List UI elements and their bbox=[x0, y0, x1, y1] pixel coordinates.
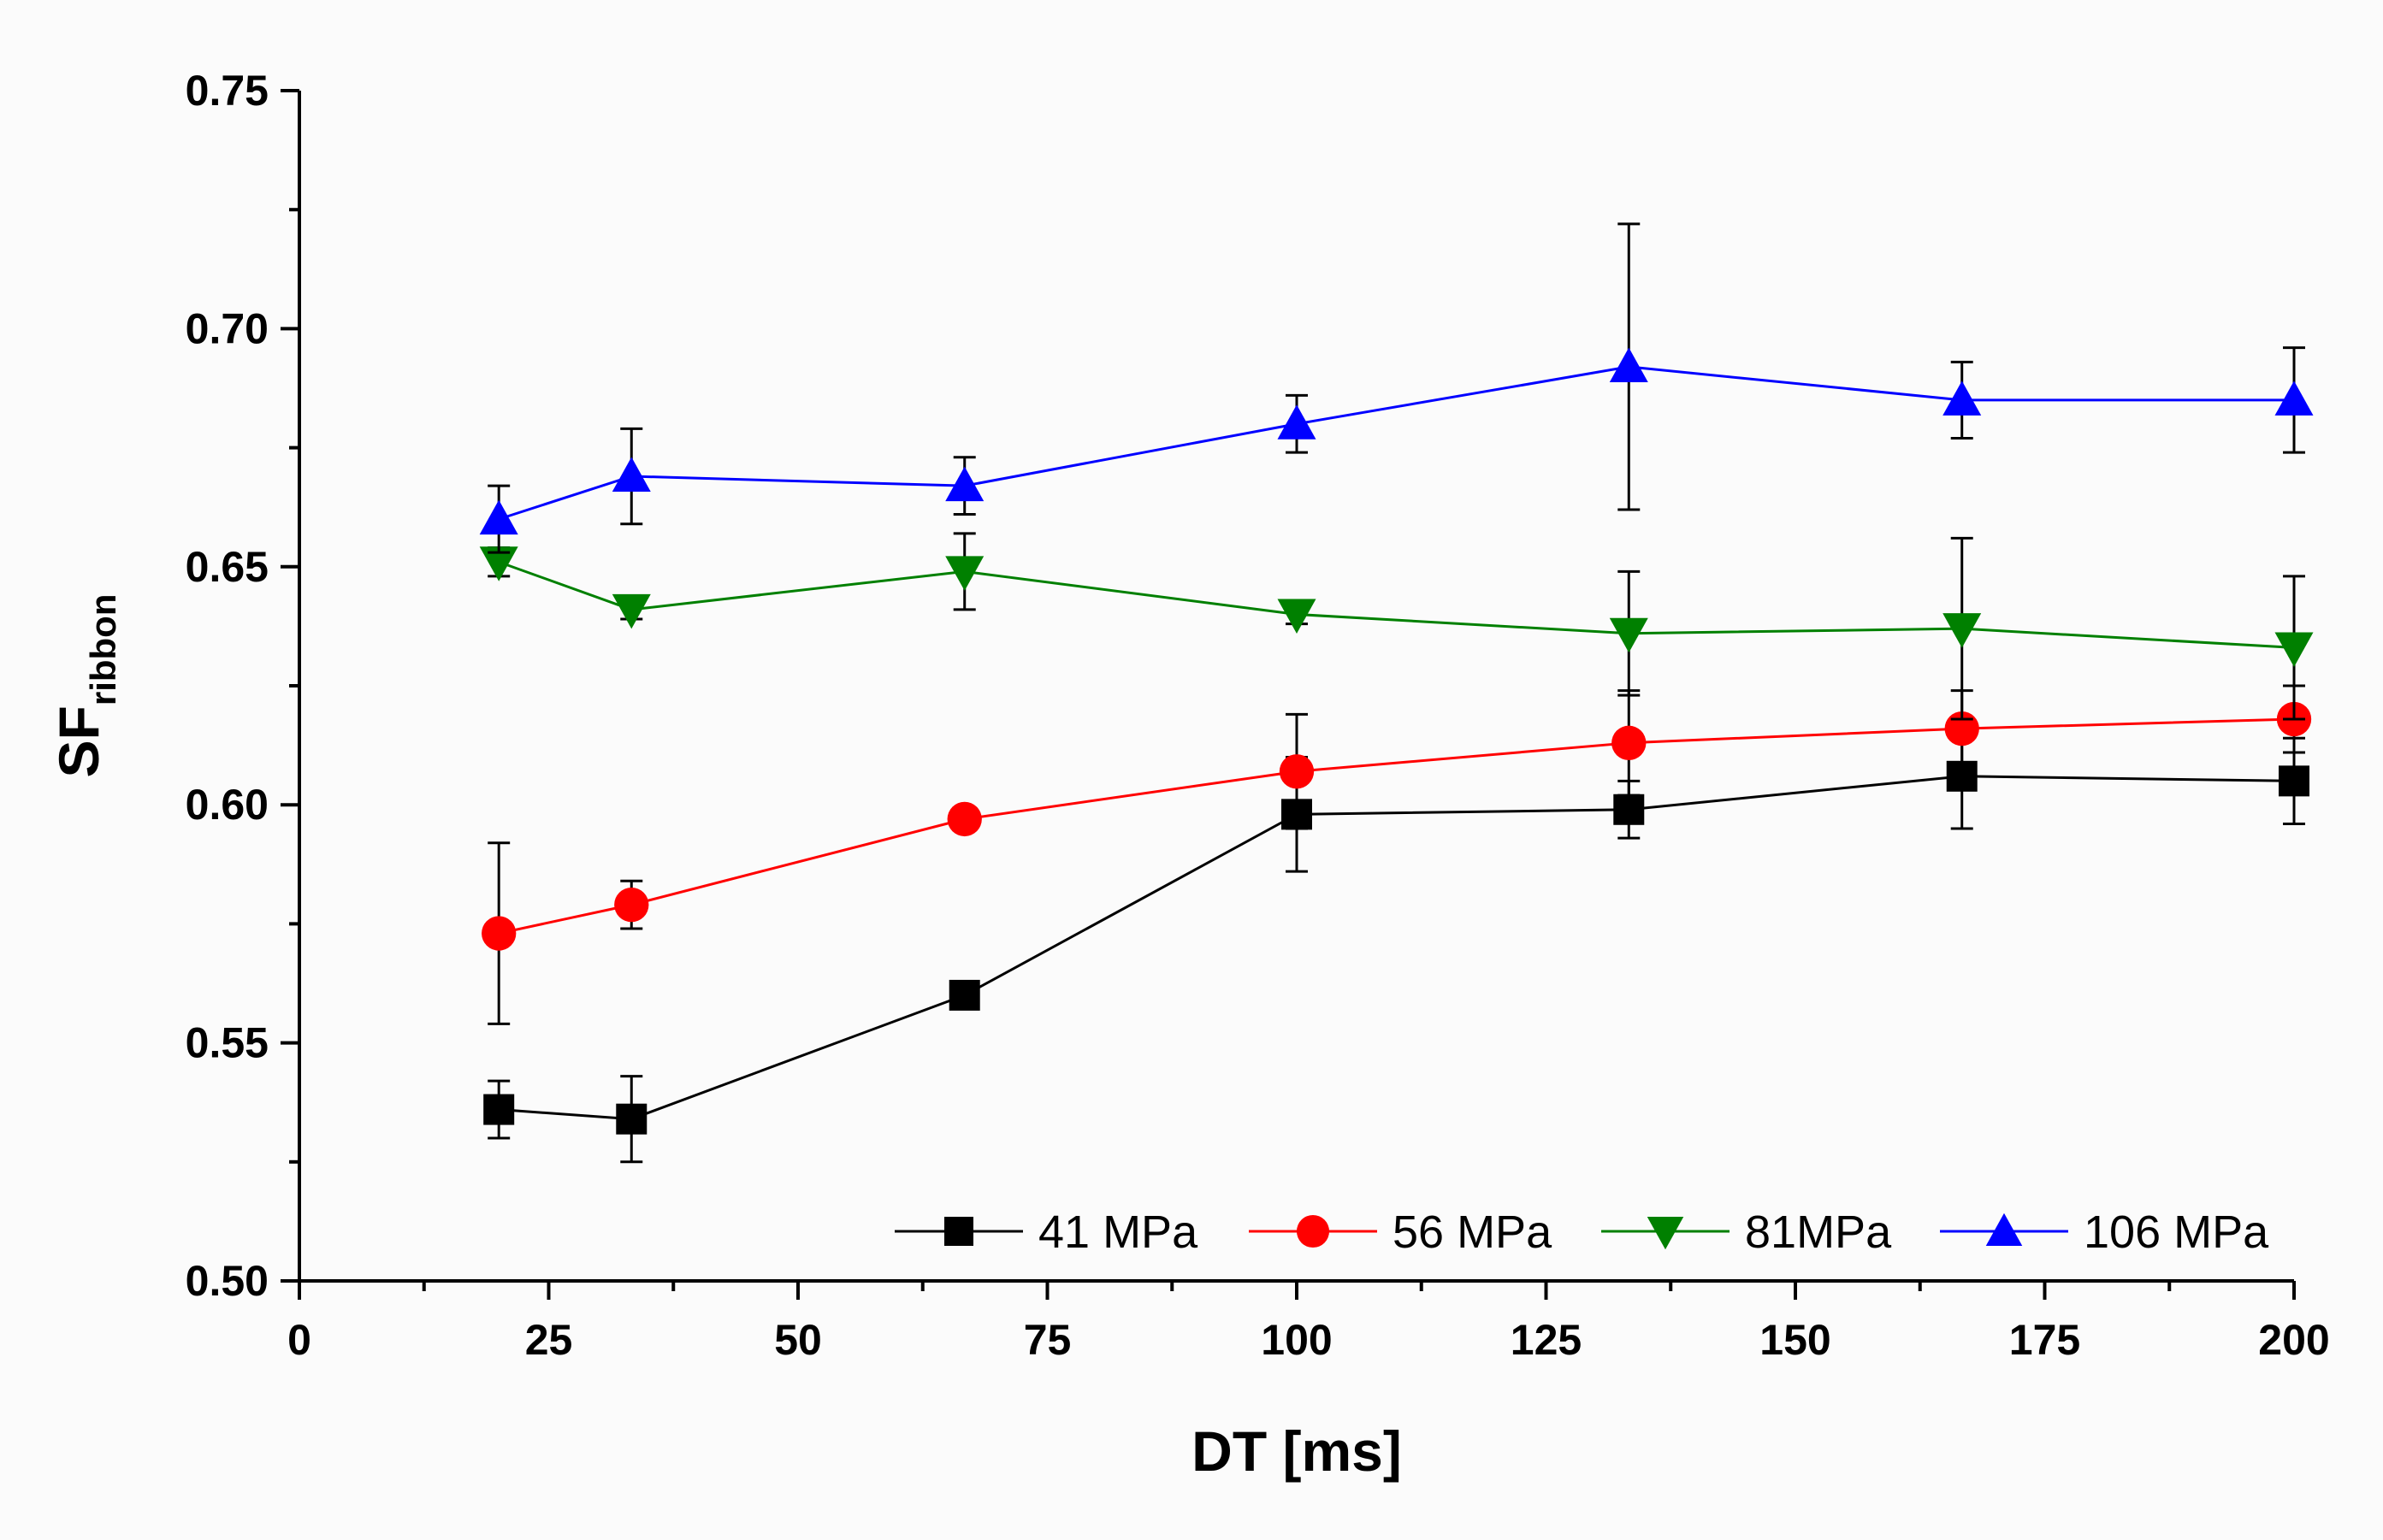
y-tick-label: 0.65 bbox=[186, 543, 269, 591]
x-tick-label: 50 bbox=[774, 1316, 822, 1364]
data-point bbox=[945, 466, 985, 502]
series-line bbox=[498, 365, 2294, 521]
x-tick-label: 25 bbox=[525, 1316, 573, 1364]
legend: 41 MPa 56 MPa 81MPa 106 MPa bbox=[895, 1207, 2269, 1258]
y-tick-label: 0.50 bbox=[186, 1257, 269, 1305]
x-axis-title: DT [ms] bbox=[1192, 1419, 1402, 1483]
legend-label: 41 MPa bbox=[1038, 1207, 1198, 1258]
y-tick-label: 0.75 bbox=[186, 67, 269, 115]
series-line bbox=[499, 775, 2295, 1121]
y-axis-title: SFribbon bbox=[47, 594, 123, 778]
y-tick-label: 0.55 bbox=[186, 1019, 269, 1067]
legend-marker bbox=[1647, 1217, 1684, 1250]
legend-item-2: 81MPa bbox=[1601, 1207, 1892, 1258]
data-point bbox=[614, 887, 649, 923]
data-point bbox=[1277, 404, 1316, 440]
x-tick-label: 200 bbox=[2258, 1316, 2329, 1364]
data-point bbox=[1613, 794, 1645, 825]
legend-item-0: 41 MPa bbox=[895, 1207, 1198, 1258]
legend-label: 56 MPa bbox=[1393, 1207, 1552, 1258]
x-tick-label: 175 bbox=[2009, 1316, 2080, 1364]
data-marks bbox=[479, 222, 2314, 1164]
data-point bbox=[947, 801, 982, 837]
x-tick-label: 125 bbox=[1511, 1316, 1582, 1364]
legend-marker bbox=[944, 1217, 973, 1246]
legend-marker bbox=[1296, 1214, 1330, 1248]
series-line bbox=[498, 560, 2295, 649]
x-tick-label: 0 bbox=[287, 1316, 311, 1364]
data-point bbox=[2274, 381, 2314, 416]
legend-label: 81MPa bbox=[1745, 1207, 1892, 1258]
y-tick-label: 0.70 bbox=[186, 304, 269, 352]
data-point bbox=[949, 979, 980, 1011]
data-point bbox=[479, 499, 518, 535]
legend-item-1: 56 MPa bbox=[1249, 1207, 1552, 1258]
data-point bbox=[483, 1094, 515, 1125]
series-2 bbox=[479, 532, 2314, 721]
series-line bbox=[498, 717, 2295, 935]
x-tick-label: 100 bbox=[1261, 1316, 1332, 1364]
data-point bbox=[1279, 754, 1315, 789]
data-point bbox=[1611, 725, 1647, 760]
data-point bbox=[612, 457, 651, 493]
legend-label: 106 MPa bbox=[2084, 1207, 2269, 1258]
data-point bbox=[612, 593, 651, 629]
x-tick-label: 150 bbox=[1759, 1316, 1830, 1364]
y-tick-label: 0.60 bbox=[186, 781, 269, 829]
data-point bbox=[1609, 347, 1648, 382]
legend-item-3: 106 MPa bbox=[1940, 1207, 2269, 1258]
data-point bbox=[945, 556, 985, 591]
data-point bbox=[2274, 632, 2314, 667]
data-point bbox=[1942, 381, 1982, 416]
data-point bbox=[1942, 613, 1982, 648]
data-point bbox=[479, 546, 518, 581]
series-0 bbox=[483, 723, 2309, 1164]
axes: 0.50 0.55 0.60 0.65 0.70 0.75 0 25 50 75 100 125 150… bbox=[186, 67, 2330, 1364]
x-tick-label: 75 bbox=[1024, 1316, 1072, 1364]
series-3 bbox=[479, 222, 2314, 554]
data-point bbox=[2279, 765, 2309, 797]
series-1 bbox=[482, 684, 2312, 1025]
data-point bbox=[1277, 599, 1316, 634]
data-point bbox=[482, 916, 517, 951]
data-point bbox=[616, 1103, 647, 1135]
legend-marker bbox=[1985, 1213, 2023, 1246]
data-point bbox=[1609, 617, 1648, 653]
y-axis-title-main: SF bbox=[47, 705, 110, 777]
y-axis-title-subscript: ribbon bbox=[83, 594, 123, 706]
